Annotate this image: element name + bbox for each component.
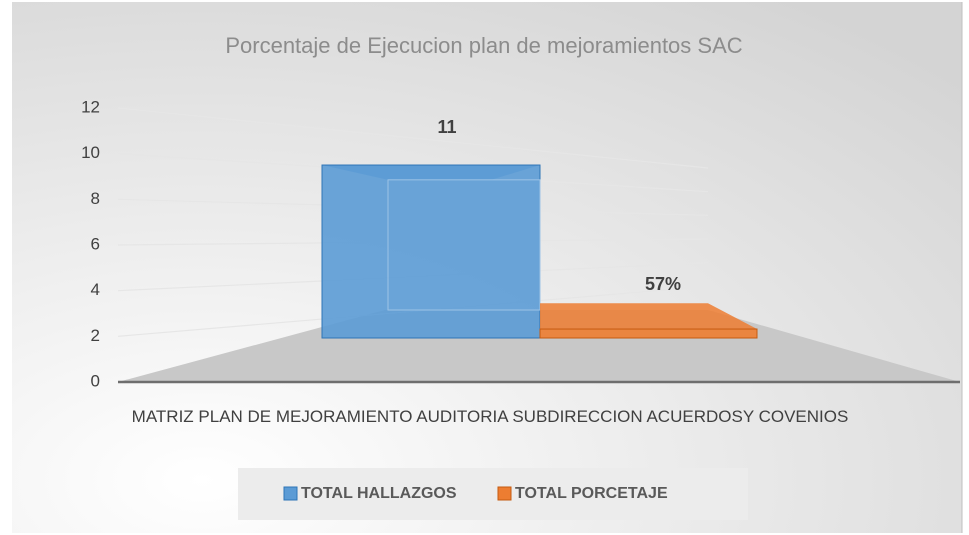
y-tick-label: 2 <box>91 326 100 345</box>
data-label: 57% <box>645 274 681 294</box>
category-label: MATRIZ PLAN DE MEJORAMIENTO AUDITORIA SU… <box>131 407 849 426</box>
bar-top <box>540 303 757 330</box>
y-tick-label: 10 <box>81 143 100 162</box>
y-tick-label: 12 <box>81 97 100 116</box>
y-tick-label: 4 <box>91 280 100 299</box>
legend-swatch <box>497 486 512 501</box>
y-tick-label: 8 <box>91 189 100 208</box>
legend-label: TOTAL PORCETAJE <box>515 485 668 502</box>
y-tick-label: 0 <box>91 371 100 390</box>
bar-back-edge <box>387 179 541 311</box>
bar <box>539 328 758 339</box>
y-tick-label: 6 <box>91 234 100 253</box>
legend-swatch <box>283 486 298 501</box>
grid-line <box>117 107 709 169</box>
data-label: 11 <box>437 117 456 137</box>
legend <box>238 468 748 520</box>
chart-title: Porcentaje de Ejecucion plan de mejorami… <box>225 33 742 58</box>
bar <box>321 164 541 339</box>
legend-label: TOTAL HALLAZGOS <box>301 485 457 502</box>
